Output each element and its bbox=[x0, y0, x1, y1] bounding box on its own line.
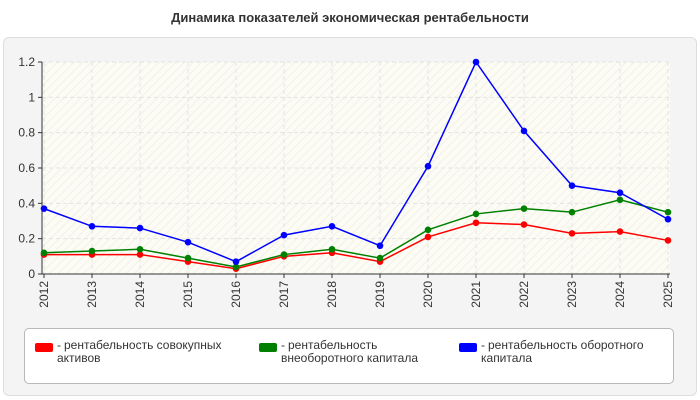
series-2-point-0 bbox=[40, 205, 48, 212]
series-0-point-10 bbox=[520, 221, 528, 228]
series-2-point-4 bbox=[232, 258, 240, 265]
legend-label-1: рентабельность внеоборотного капитала bbox=[281, 338, 418, 365]
x-tick-label-11: 2023 bbox=[565, 281, 579, 308]
series-2-point-8 bbox=[424, 162, 432, 170]
series-1-point-0 bbox=[40, 249, 48, 257]
x-tick-label-5: 2017 bbox=[277, 281, 291, 308]
series-2-point-7 bbox=[376, 242, 384, 250]
x-tick-label-9: 2021 bbox=[469, 281, 483, 308]
series-line-1 bbox=[43, 199, 669, 268]
y-tick-label-3: 0.6 bbox=[18, 161, 35, 175]
legend-swatch-0 bbox=[35, 343, 53, 352]
x-tick-label-7: 2019 bbox=[373, 281, 387, 308]
series-2-point-2 bbox=[136, 224, 144, 232]
series-2-point-5 bbox=[280, 231, 288, 239]
y-tick-label-0: 0 bbox=[28, 267, 35, 281]
x-tick-label-0: 2012 bbox=[37, 281, 51, 308]
x-tick-label-8: 2020 bbox=[421, 281, 435, 308]
series-0-point-9 bbox=[472, 219, 480, 227]
series-2-point-10 bbox=[520, 127, 528, 135]
series-1-point-10 bbox=[520, 205, 528, 212]
series-0-point-11 bbox=[568, 230, 576, 237]
series-0-point-12 bbox=[616, 228, 624, 235]
y-tick-label-4: 0.8 bbox=[18, 126, 35, 140]
series-1-point-9 bbox=[472, 210, 480, 218]
y-tick-label-1: 0.2 bbox=[18, 232, 35, 246]
series-2-point-12 bbox=[616, 189, 624, 197]
series-2-point-1 bbox=[88, 223, 96, 230]
x-tick-label-2: 2014 bbox=[133, 281, 147, 308]
legend-swatch-1 bbox=[259, 343, 277, 352]
series-1-point-13 bbox=[664, 208, 672, 216]
y-tick-label-5: 1 bbox=[28, 90, 35, 104]
legend-dash-2: - bbox=[481, 338, 485, 352]
legend-swatch-2 bbox=[459, 343, 477, 352]
series-2-point-6 bbox=[328, 223, 336, 230]
series-2-point-13 bbox=[664, 215, 672, 223]
x-tick-label-6: 2018 bbox=[325, 281, 339, 308]
series-0-point-2 bbox=[136, 251, 144, 258]
legend-item-2: - рентабельность оборотного капитала bbox=[459, 339, 669, 365]
legend-label-0: рентабельность совокупных активов bbox=[57, 338, 222, 365]
x-tick-label-4: 2016 bbox=[229, 281, 243, 308]
series-1-point-5 bbox=[280, 251, 288, 258]
y-tick-label-2: 0.4 bbox=[18, 196, 35, 210]
legend-dash-1: - bbox=[281, 338, 285, 352]
series-1-point-1 bbox=[88, 247, 96, 255]
series-1-point-6 bbox=[328, 245, 336, 253]
series-2-point-9 bbox=[472, 58, 480, 66]
series-line-0 bbox=[44, 222, 669, 270]
series-2-point-11 bbox=[568, 182, 576, 189]
series-0-point-13 bbox=[664, 237, 672, 244]
series-1-point-8 bbox=[424, 226, 432, 234]
x-tick-label-10: 2022 bbox=[517, 281, 531, 308]
legend-item-1: - рентабельность внеоборотного капитала bbox=[259, 339, 459, 365]
plot-area-hatch bbox=[42, 62, 670, 274]
series-0-point-8 bbox=[424, 233, 432, 241]
legend-label-2: рентабельность оборотного капитала bbox=[481, 338, 644, 365]
x-tick-label-3: 2015 bbox=[181, 281, 195, 308]
series-1-point-7 bbox=[376, 254, 384, 262]
x-tick-label-12: 2024 bbox=[613, 281, 627, 308]
series-1-point-11 bbox=[568, 208, 576, 216]
legend-item-0: - рентабельность совокупных активов bbox=[35, 339, 250, 365]
chart-legend: - рентабельность совокупных активов - рент… bbox=[24, 328, 674, 384]
y-tick-label-6: 1.2 bbox=[18, 55, 35, 69]
legend-dash-0: - bbox=[57, 338, 61, 352]
x-tick-label-1: 2013 bbox=[85, 281, 99, 308]
series-1-point-4 bbox=[232, 263, 240, 271]
series-line-2 bbox=[43, 60, 669, 263]
series-1-point-12 bbox=[616, 196, 624, 204]
series-1-point-2 bbox=[136, 245, 144, 253]
x-tick-label-13: 2025 bbox=[661, 281, 675, 308]
chart-title: Динамика показателей экономическая рента… bbox=[171, 10, 529, 25]
series-2-point-3 bbox=[184, 238, 192, 246]
series-1-point-3 bbox=[184, 254, 192, 262]
